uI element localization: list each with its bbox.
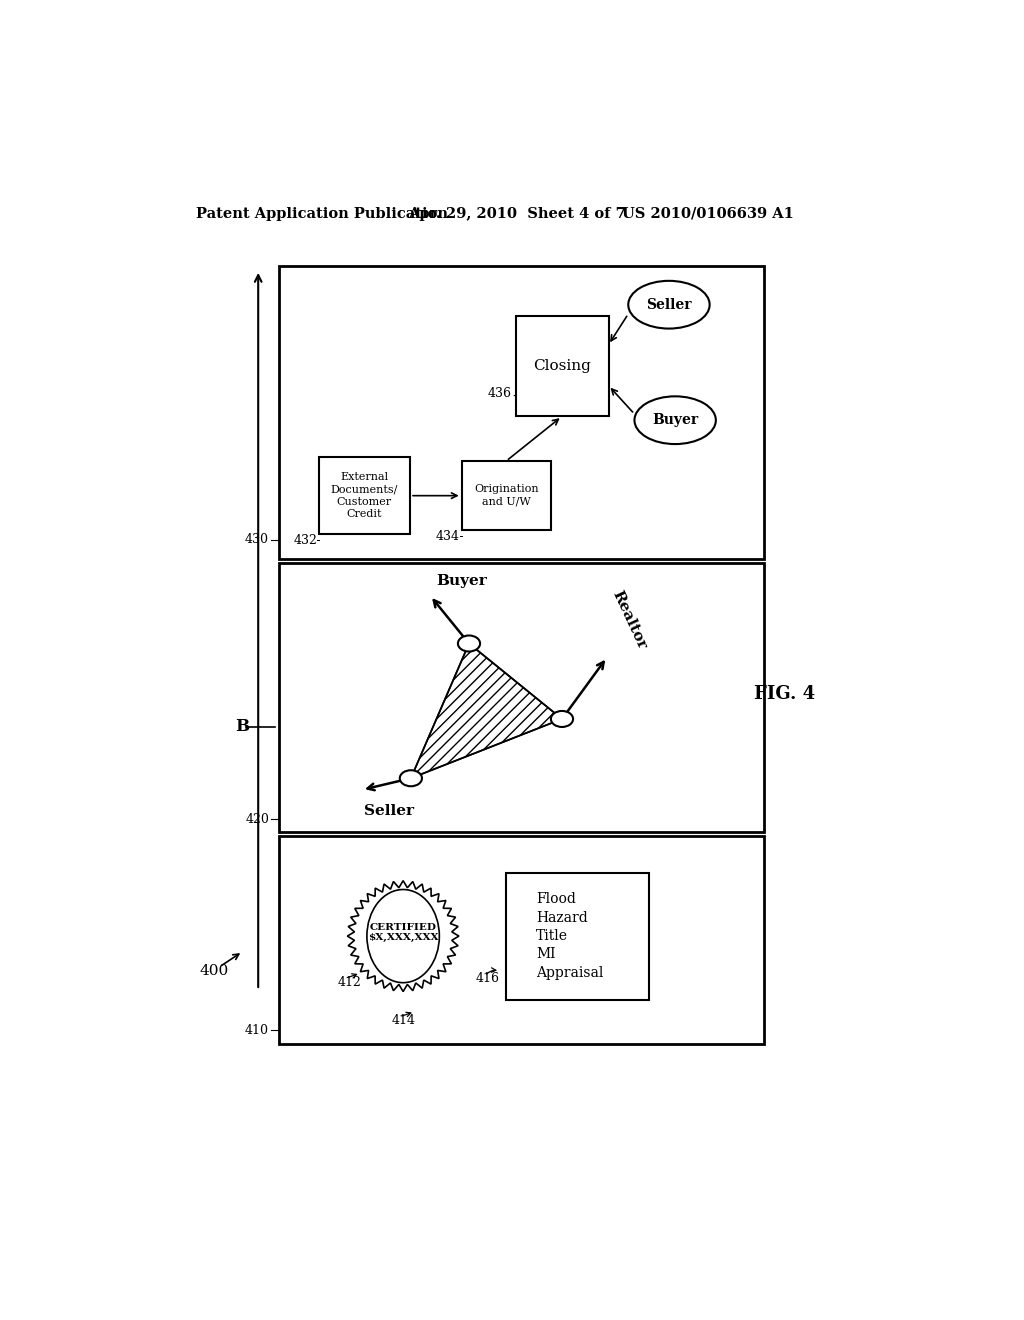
Text: 400: 400 [200, 964, 228, 978]
Ellipse shape [551, 711, 573, 727]
Text: 430: 430 [245, 533, 269, 546]
Text: FIG. 4: FIG. 4 [755, 685, 815, 702]
Text: 420: 420 [245, 813, 269, 825]
Ellipse shape [367, 890, 439, 982]
Bar [280, 562, 764, 832]
Text: External
Documents/
Customer
Credit: External Documents/ Customer Credit [331, 473, 398, 519]
Polygon shape [411, 644, 562, 779]
Text: Seller: Seller [365, 804, 415, 817]
Bar [318, 457, 410, 535]
Text: Closing: Closing [534, 359, 591, 374]
Text: 410: 410 [245, 1023, 269, 1036]
Text: 414: 414 [391, 1014, 416, 1027]
Text: 416: 416 [475, 972, 500, 985]
Ellipse shape [399, 771, 422, 787]
Text: Apr. 29, 2010  Sheet 4 of 7: Apr. 29, 2010 Sheet 4 of 7 [409, 207, 627, 220]
Bar [506, 873, 649, 999]
Ellipse shape [635, 396, 716, 444]
Text: 432: 432 [293, 533, 317, 546]
Text: US 2010/0106639 A1: US 2010/0106639 A1 [623, 207, 795, 220]
Text: 436: 436 [487, 387, 512, 400]
Text: 412: 412 [337, 975, 361, 989]
Bar [280, 267, 764, 558]
Text: B: B [234, 718, 249, 735]
Text: Patent Application Publication: Patent Application Publication [197, 207, 449, 220]
Bar [462, 461, 551, 531]
Polygon shape [347, 880, 459, 991]
Text: CERTIFIED
$X,XXX,XXX: CERTIFIED $X,XXX,XXX [368, 923, 438, 942]
Text: Buyer: Buyer [436, 574, 487, 589]
Text: Origination
and U/W: Origination and U/W [474, 484, 539, 507]
Text: Realtor: Realtor [610, 589, 649, 651]
Ellipse shape [458, 635, 480, 652]
Bar [515, 317, 608, 416]
Text: Buyer: Buyer [652, 413, 698, 428]
Text: 434: 434 [436, 529, 460, 543]
Text: Flood
Hazard
Title
MI
Appraisal: Flood Hazard Title MI Appraisal [536, 892, 603, 979]
Ellipse shape [629, 281, 710, 329]
Bar [280, 836, 764, 1044]
Text: Seller: Seller [646, 298, 691, 312]
